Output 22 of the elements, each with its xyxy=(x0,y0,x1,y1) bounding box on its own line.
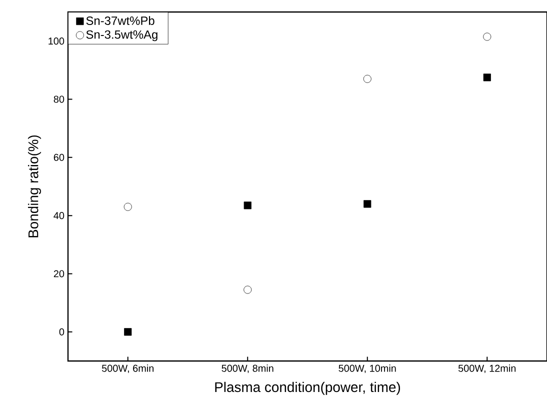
y-tick-label: 60 xyxy=(54,154,64,161)
x-tick-label: 500W, 6min xyxy=(102,364,154,374)
point xyxy=(364,200,372,208)
point xyxy=(363,74,372,83)
point xyxy=(483,32,492,41)
point xyxy=(244,202,252,210)
point xyxy=(244,286,252,294)
point xyxy=(483,74,491,82)
y-axis-title: Bonding ratio(%) xyxy=(28,135,42,238)
x-tick-label: 500W, 12min xyxy=(458,364,516,374)
y-tick-label: 40 xyxy=(54,212,64,220)
legend-label: Sn-37wt%Pb xyxy=(86,16,154,25)
x-tick-label: 500W, 8min xyxy=(222,364,274,374)
y-tick-label: 20 xyxy=(54,270,64,278)
y-tick-label: 80 xyxy=(54,96,64,103)
y-tick-label: 100 xyxy=(48,38,64,45)
y-tick-label: 0 xyxy=(59,328,64,336)
x-axis-title: Plasma condition(power, time) xyxy=(215,382,400,395)
x-tick-label: 500W, 10min xyxy=(338,364,396,374)
legend-label: Sn-3.5wt%Ag xyxy=(86,30,158,42)
point xyxy=(124,328,132,336)
point xyxy=(124,202,132,211)
